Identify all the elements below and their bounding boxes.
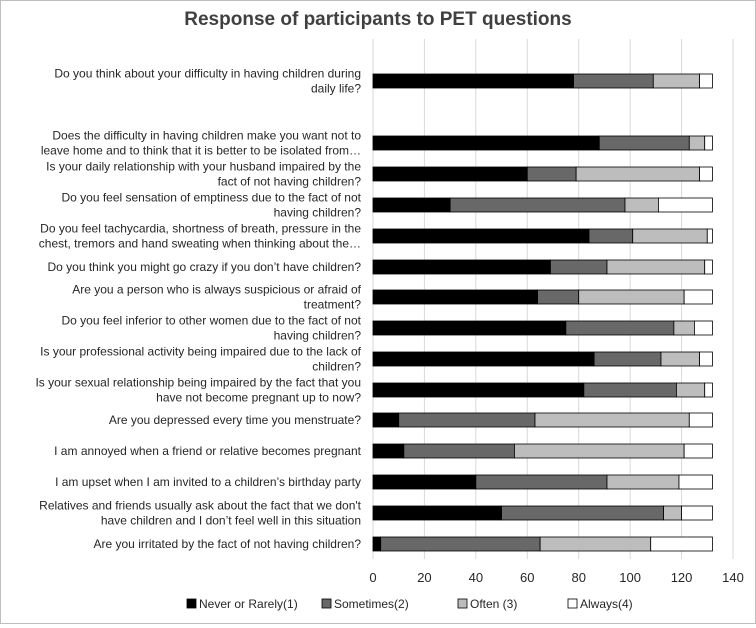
bar-segment-9-series-4	[699, 351, 713, 367]
bar-segment-6-series-4	[704, 259, 713, 275]
x-tick-label-120: 120	[671, 570, 693, 585]
bar-segment-8-series-1	[372, 320, 567, 336]
category-label-5: Do you feel tachycardia, shortness of br…	[39, 222, 362, 251]
bar-segment-5-series-2	[588, 228, 634, 244]
bar-segment-13-series-2	[475, 474, 608, 490]
x-tick-labels: 0 20 40 60 80 100 120 140	[369, 570, 743, 585]
bar-segment-15-series-2	[380, 536, 541, 552]
x-tick-label-60: 60	[520, 570, 534, 585]
bar-segment-10-series-3	[676, 382, 706, 398]
bar-segment-10-series-1	[372, 382, 585, 398]
bar-segment-6-series-2	[550, 259, 608, 275]
category-label-12: I am annoyed when a friend or relative b…	[54, 444, 362, 458]
category-label-8: Do you feel inferior to other women due …	[61, 314, 361, 343]
bar-segment-8-series-3	[673, 320, 695, 336]
bar-segment-4-series-1	[372, 197, 451, 213]
x-tick-label-140: 140	[722, 570, 744, 585]
bar-segment-12-series-3	[514, 443, 685, 459]
bar-segment-2-series-4	[704, 135, 713, 151]
category-label-13: I am upset when I am invited to a childr…	[55, 475, 361, 489]
bar-segment-12-series-4	[683, 443, 713, 459]
category-label-7: Are you a person who is always suspiciou…	[72, 283, 361, 312]
bar-segment-5-series-1	[372, 228, 590, 244]
bar-segment-11-series-4	[688, 412, 713, 428]
x-tick-label-100: 100	[619, 570, 641, 585]
bar-segment-6-series-3	[606, 259, 706, 275]
legend-swatch-1	[186, 598, 197, 609]
legend-swatch-2	[321, 598, 332, 609]
bar-segment-8-series-2	[565, 320, 675, 336]
bar-segment-3-series-1	[372, 166, 528, 182]
bar-segment-10-series-4	[704, 382, 713, 398]
bar-segment-14-series-1	[372, 505, 502, 521]
bar-segment-1-series-4	[699, 73, 713, 89]
category-label-14: Relatives and friends usually ask about …	[39, 499, 361, 528]
category-label-3: Is your daily relationship with your hus…	[46, 160, 361, 189]
bar-segment-1-series-2	[573, 73, 654, 89]
legend: Never or Rarely(1) Sometimes(2) Often (3) A…	[186, 597, 633, 611]
bar-segment-12-series-2	[403, 443, 515, 459]
x-tick-label-0: 0	[369, 570, 376, 585]
category-labels: Do you think about your difficulty in ha…	[35, 67, 361, 552]
legend-label-1: Never or Rarely(1)	[199, 597, 298, 611]
bar-segment-9-series-3	[660, 351, 700, 367]
legend-label-2: Sometimes(2)	[334, 597, 409, 611]
bar-segment-11-series-1	[372, 412, 400, 428]
bar-segment-7-series-1	[372, 289, 538, 305]
bar-segment-14-series-2	[501, 505, 664, 521]
bar-segment-10-series-2	[583, 382, 677, 398]
bar-segment-2-series-2	[598, 135, 690, 151]
bar-segment-15-series-4	[650, 536, 713, 552]
bar-segment-11-series-3	[534, 412, 690, 428]
bars	[372, 73, 713, 552]
bar-segment-3-series-2	[526, 166, 577, 182]
bar-segment-13-series-1	[372, 474, 477, 490]
bar-segment-5-series-4	[706, 228, 713, 244]
bar-segment-5-series-3	[632, 228, 708, 244]
bar-segment-11-series-2	[398, 412, 536, 428]
bar-segment-2-series-3	[688, 135, 706, 151]
bar-segment-3-series-4	[699, 166, 713, 182]
bar-segment-14-series-4	[681, 505, 713, 521]
x-tick-label-40: 40	[469, 570, 483, 585]
bar-segment-13-series-4	[678, 474, 713, 490]
bar-segment-8-series-4	[694, 320, 713, 336]
category-label-15: Are you irritated by the fact of not hav…	[94, 537, 362, 551]
bar-segment-7-series-2	[537, 289, 580, 305]
legend-label-4: Always(4)	[580, 597, 633, 611]
legend-swatch-3	[457, 598, 468, 609]
bar-segment-4-series-2	[449, 197, 626, 213]
bar-segment-14-series-3	[663, 505, 682, 521]
category-label-11: Are you depressed every time you menstru…	[109, 413, 361, 427]
bar-segment-3-series-3	[575, 166, 700, 182]
category-label-10: Is your sexual relationship being impair…	[35, 376, 361, 405]
category-label-4: Do you feel sensation of emptiness due t…	[61, 191, 361, 220]
bar-segment-1-series-1	[372, 73, 574, 89]
bar-segment-4-series-3	[624, 197, 659, 213]
x-tick-label-20: 20	[417, 570, 431, 585]
category-label-1: Do you think about your difficulty in ha…	[54, 67, 361, 96]
bar-segment-15-series-1	[372, 536, 382, 552]
chart-title: Response of participants to PET question…	[184, 9, 571, 30]
legend-swatch-4	[567, 598, 578, 609]
bar-segment-15-series-3	[539, 536, 652, 552]
bar-segment-7-series-4	[683, 289, 713, 305]
bar-segment-2-series-1	[372, 135, 600, 151]
bar-segment-6-series-1	[372, 259, 551, 275]
bar-segment-9-series-1	[372, 351, 595, 367]
category-label-2: Does the difficulty in having children m…	[41, 129, 362, 158]
bar-segment-12-series-1	[372, 443, 405, 459]
legend-label-3: Often (3)	[470, 597, 517, 611]
bar-segment-9-series-2	[593, 351, 662, 367]
x-tick-label-80: 80	[571, 570, 585, 585]
bar-segment-7-series-3	[578, 289, 685, 305]
category-label-9: Is your professional activity being impa…	[40, 345, 362, 374]
bar-segment-13-series-3	[606, 474, 680, 490]
bar-segment-1-series-3	[652, 73, 700, 89]
category-label-6: Do you think you might go crazy if you d…	[47, 260, 361, 274]
bar-segment-4-series-4	[658, 197, 713, 213]
